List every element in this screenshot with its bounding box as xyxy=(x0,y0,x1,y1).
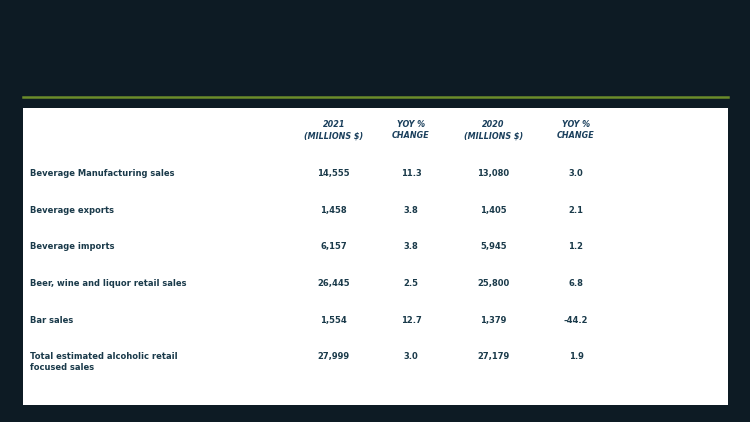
Text: 2021
(MILLIONS $): 2021 (MILLIONS $) xyxy=(304,120,363,141)
Text: YOY %
CHANGE: YOY % CHANGE xyxy=(557,120,595,141)
Text: 1.9: 1.9 xyxy=(568,352,584,361)
Text: 1,379: 1,379 xyxy=(480,316,507,325)
Text: 2.1: 2.1 xyxy=(568,206,584,214)
Text: 14,555: 14,555 xyxy=(317,169,350,178)
Text: 27,999: 27,999 xyxy=(318,352,350,361)
Text: 3.0: 3.0 xyxy=(404,352,418,361)
Text: Total estimated alcoholic retail
focused sales: Total estimated alcoholic retail focused… xyxy=(30,352,178,373)
Text: 6.8: 6.8 xyxy=(568,279,584,288)
Text: Beverage exports: Beverage exports xyxy=(30,206,114,214)
Text: 3.8: 3.8 xyxy=(404,206,418,214)
Text: 1,458: 1,458 xyxy=(320,206,347,214)
Text: 5,945: 5,945 xyxy=(480,242,507,251)
Text: 26,445: 26,445 xyxy=(317,279,350,288)
Text: 27,179: 27,179 xyxy=(477,352,510,361)
Text: 1,554: 1,554 xyxy=(320,316,347,325)
Text: 25,800: 25,800 xyxy=(477,279,510,288)
FancyBboxPatch shape xyxy=(22,108,728,405)
Text: 2.5: 2.5 xyxy=(404,279,418,288)
Text: 2020
(MILLIONS $): 2020 (MILLIONS $) xyxy=(464,120,523,141)
Text: 1.2: 1.2 xyxy=(568,242,584,251)
Text: Beer, wine and liquor retail sales: Beer, wine and liquor retail sales xyxy=(30,279,187,288)
Text: 11.3: 11.3 xyxy=(400,169,422,178)
Text: Bar sales: Bar sales xyxy=(30,316,74,325)
Text: Beverage imports: Beverage imports xyxy=(30,242,115,251)
Text: -44.2: -44.2 xyxy=(564,316,588,325)
Text: 6,157: 6,157 xyxy=(320,242,347,251)
Text: 1,405: 1,405 xyxy=(480,206,507,214)
Text: 3.8: 3.8 xyxy=(404,242,418,251)
Text: Beverage Manufacturing sales: Beverage Manufacturing sales xyxy=(30,169,175,178)
Text: 12.7: 12.7 xyxy=(400,316,422,325)
Text: 13,080: 13,080 xyxy=(478,169,509,178)
Text: 3.0: 3.0 xyxy=(568,169,584,178)
Text: YOY %
CHANGE: YOY % CHANGE xyxy=(392,120,430,141)
